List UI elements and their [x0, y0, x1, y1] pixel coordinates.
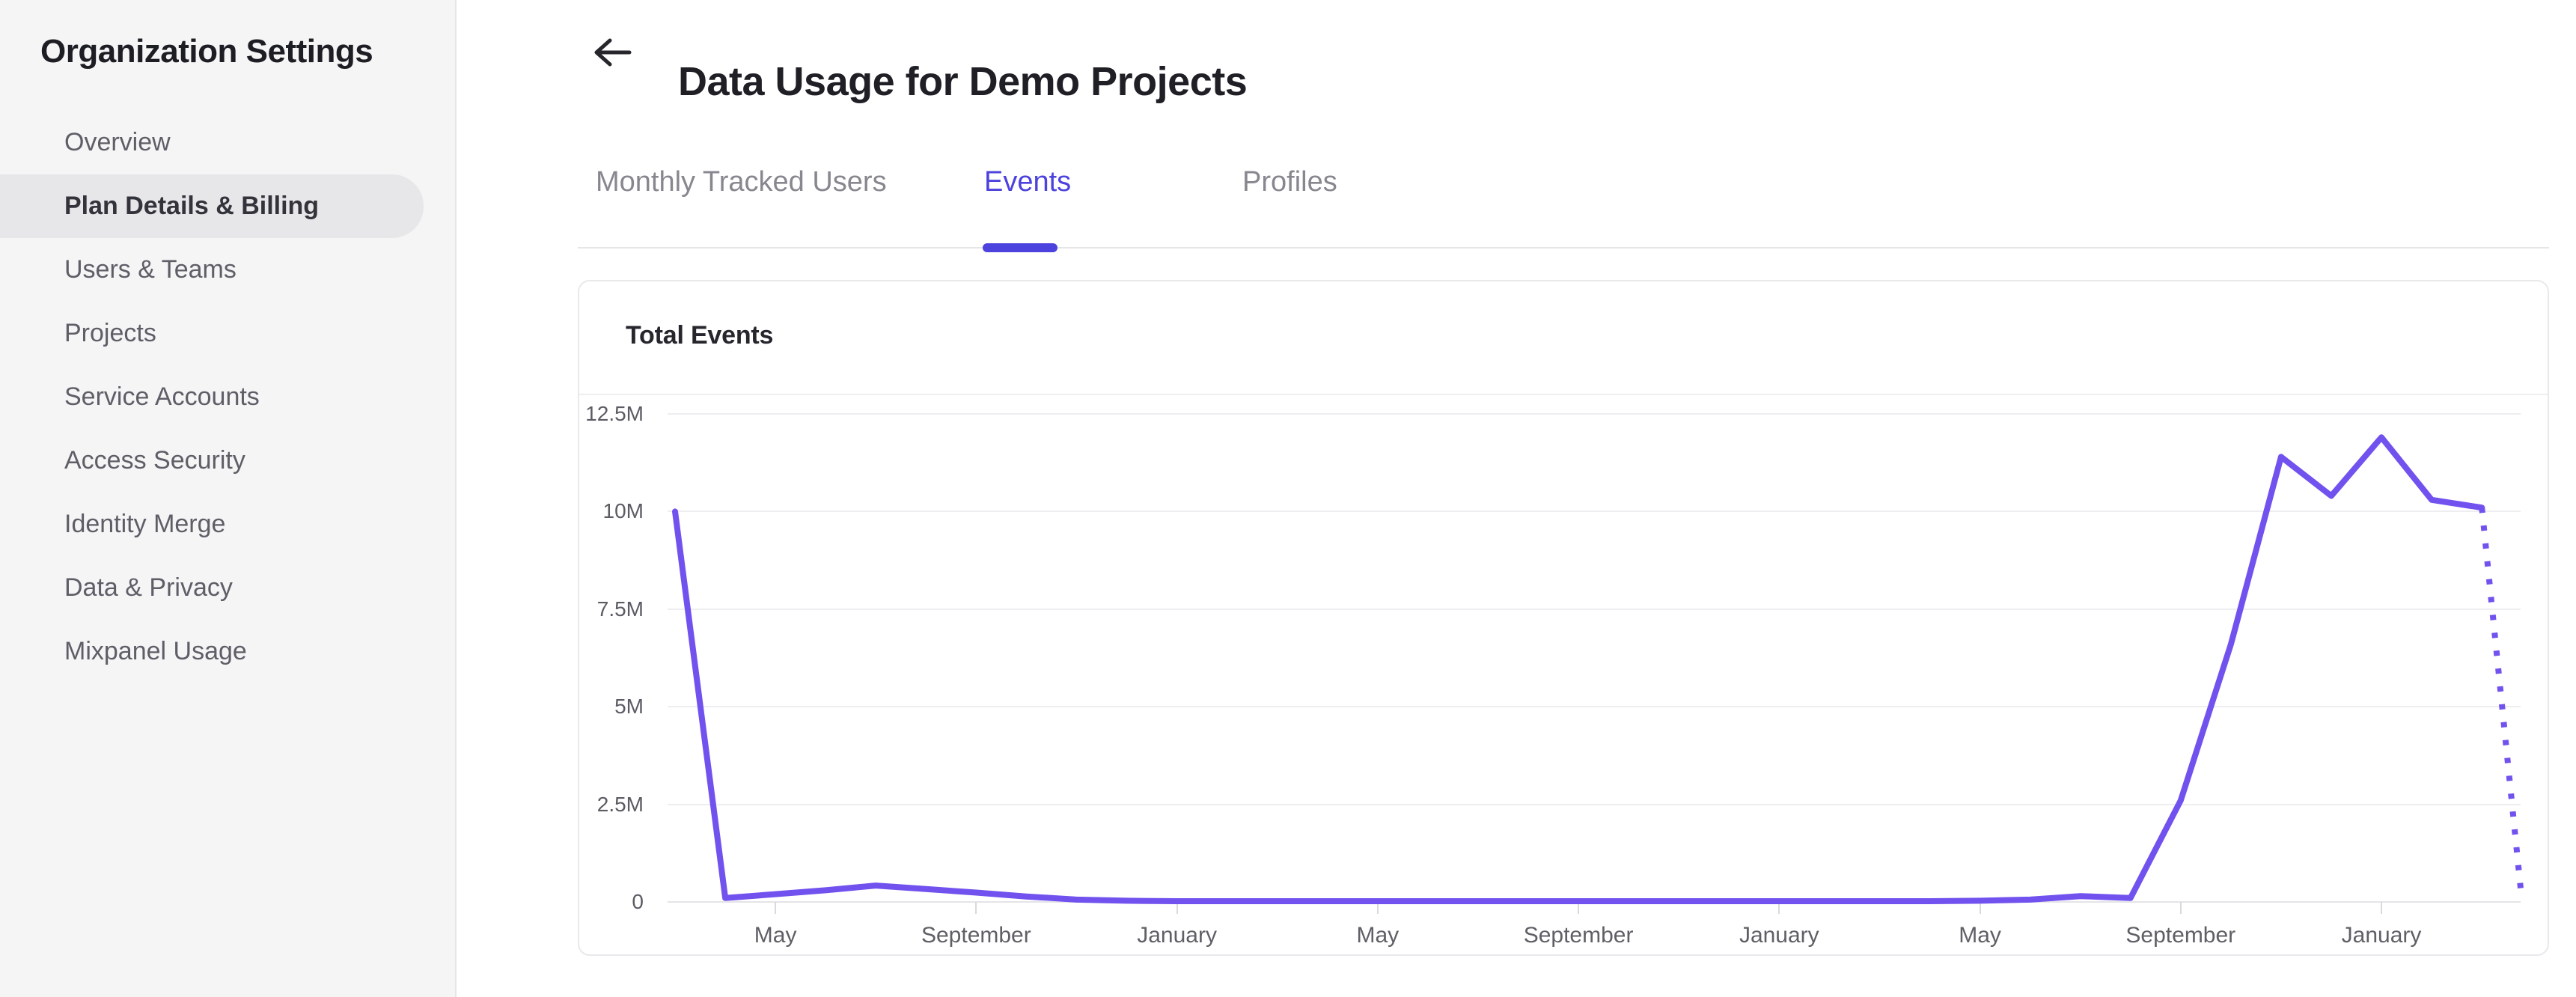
total-events-card: Total Events 12.5M 10M 7.5M 5M 2.5M 0 May Septe… — [578, 280, 2549, 956]
back-arrow-icon — [592, 36, 632, 69]
gridline-5M — [668, 706, 2521, 708]
x-axis-label: January — [2341, 923, 2422, 948]
tab-monthly-tracked-users[interactable]: Monthly Tracked Users — [596, 166, 887, 198]
y-axis-label: 0 — [632, 890, 644, 913]
tab-events[interactable]: Events — [984, 166, 1072, 198]
sidebar-item-plan-details-and-billing[interactable]: Plan Details & Billing — [0, 174, 424, 238]
gridline-12.5M — [668, 413, 2521, 415]
card-divider — [579, 394, 2548, 395]
y-axis-label: 5M — [614, 695, 644, 719]
sidebar-item-access-security[interactable]: Access Security — [64, 446, 245, 475]
active-tab-indicator — [983, 243, 1057, 252]
x-axis-label: January — [1137, 923, 1217, 948]
tab-rule — [578, 247, 2549, 249]
x-axis-label: January — [1739, 923, 1819, 948]
sidebar-item-overview[interactable]: Overview — [64, 128, 171, 156]
x-axis-tick — [775, 902, 777, 914]
projected-series-segment — [2479, 507, 2524, 889]
organization-settings-sidebar: Organization Settings Overview Plan Detai… — [0, 0, 457, 997]
x-axis-tick — [1176, 902, 1178, 914]
x-axis-tick — [2179, 902, 2182, 914]
sidebar-item-projects[interactable]: Projects — [64, 319, 156, 347]
back-button[interactable] — [588, 30, 636, 75]
x-axis-label: May — [1959, 923, 2001, 948]
sidebar-item-data-and-privacy[interactable]: Data & Privacy — [64, 573, 233, 602]
usage-tabs: Monthly Tracked Users Events Profiles — [0, 166, 2576, 198]
gridline-10M — [668, 510, 2521, 513]
x-axis-tick — [2381, 902, 2383, 914]
page-title: Data Usage for Demo Projects — [678, 59, 1248, 105]
events-line-chart: 12.5M 10M 7.5M 5M 2.5M 0 May September January Ma… — [579, 281, 2548, 954]
sidebar-item-users-and-teams[interactable]: Users & Teams — [64, 255, 236, 284]
y-axis-label: 7.5M — [596, 597, 644, 621]
y-axis-label: 10M — [602, 499, 644, 523]
chart-title: Total Events — [626, 321, 774, 350]
x-axis-tick — [1778, 902, 1780, 914]
x-axis-label: May — [754, 923, 797, 948]
y-axis-label: 12.5M — [585, 402, 644, 425]
sidebar-title: Organization Settings — [40, 33, 373, 70]
gridline-2.5M — [668, 803, 2521, 805]
x-axis-label: September — [2125, 923, 2236, 948]
events-series-line — [672, 434, 2485, 904]
gridline-7.5M — [668, 608, 2521, 610]
sidebar-item-identity-merge[interactable]: Identity Merge — [64, 510, 226, 538]
x-axis-tick — [1979, 902, 1981, 914]
sidebar-nav: Overview Plan Details & Billing Users & Te… — [0, 111, 455, 683]
tab-profiles[interactable]: Profiles — [1242, 166, 1337, 198]
y-axis-label: 2.5M — [596, 792, 644, 816]
x-axis-tick — [1376, 902, 1379, 914]
sidebar-item-mixpanel-usage[interactable]: Mixpanel Usage — [64, 637, 247, 665]
x-axis-label: September — [921, 923, 1031, 948]
x-axis-tick — [1578, 902, 1580, 914]
x-axis-tick — [975, 902, 977, 914]
sidebar-item-service-accounts[interactable]: Service Accounts — [64, 382, 260, 411]
x-axis-label: May — [1356, 923, 1400, 948]
x-axis-label: September — [1523, 923, 1634, 948]
